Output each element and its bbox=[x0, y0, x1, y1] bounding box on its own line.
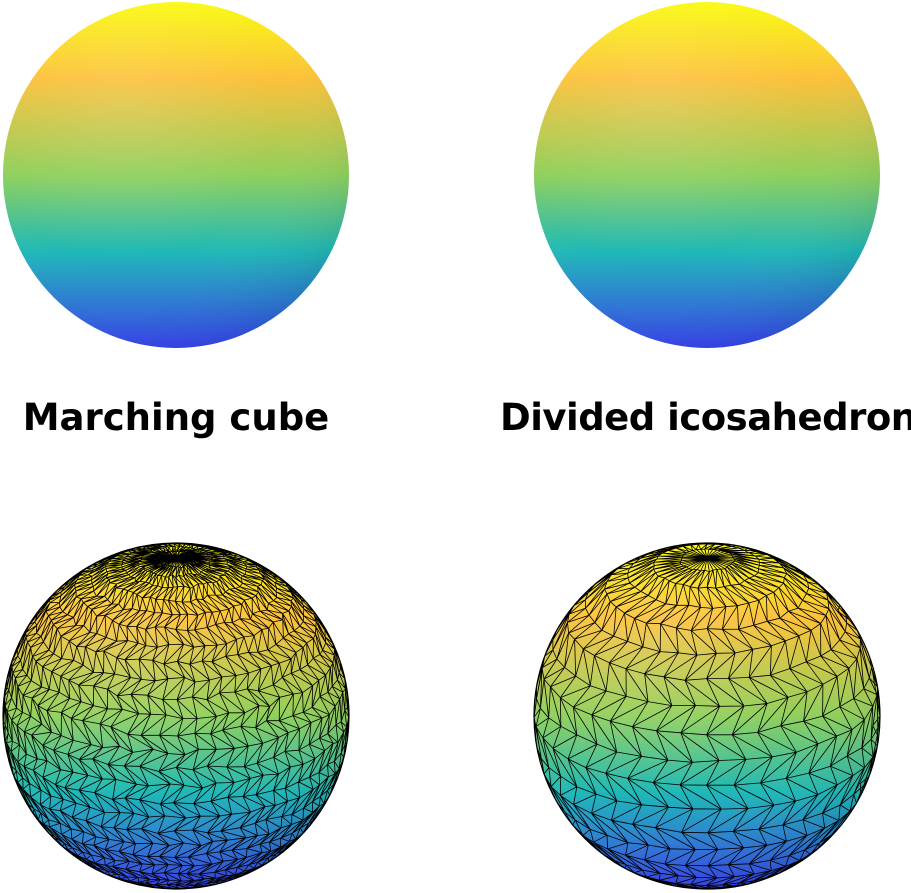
mesh-sphere-icosahedron bbox=[533, 542, 881, 890]
smooth-sphere-marching-cube bbox=[3, 2, 349, 348]
mesh-sphere-marching-cube bbox=[2, 542, 350, 890]
marching-cube-wireframe bbox=[3, 543, 349, 889]
mesh-edges bbox=[3, 543, 349, 889]
caption-marching-cube: Marching cube bbox=[22, 396, 330, 439]
caption-divided-icosahedron: Divided icosahedron bbox=[500, 396, 911, 439]
smooth-sphere-icosahedron bbox=[534, 2, 880, 348]
